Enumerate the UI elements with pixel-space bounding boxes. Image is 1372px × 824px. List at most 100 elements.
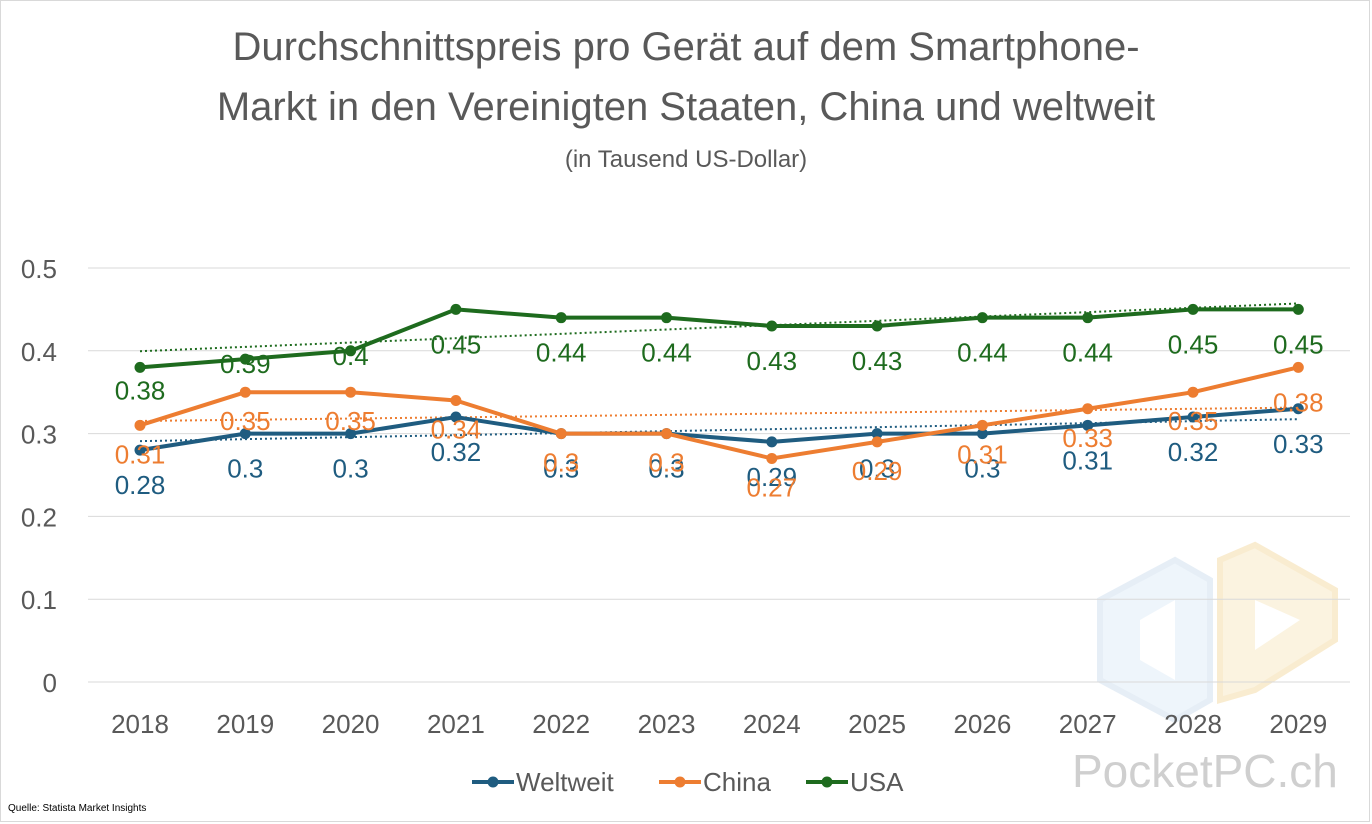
legend-label: USA — [850, 767, 904, 797]
data-label: 0.3 — [964, 454, 1000, 484]
data-label: 0.31 — [115, 439, 166, 469]
data-label: 0.43 — [852, 346, 903, 376]
data-point — [134, 361, 146, 373]
series-line-usa — [139, 307, 1299, 370]
data-label: 0.44 — [536, 338, 587, 368]
data-point — [239, 353, 251, 365]
data-point — [766, 436, 778, 448]
data-point — [1187, 303, 1199, 315]
data-point — [1187, 386, 1199, 398]
y-tick-label: 0.3 — [21, 420, 57, 450]
y-tick-label: 0.1 — [21, 585, 57, 615]
data-point — [450, 303, 462, 315]
data-label: 0.3 — [648, 448, 684, 478]
x-tick-label: 2023 — [638, 709, 696, 739]
legend-label: Weltweit — [516, 767, 615, 797]
data-point — [661, 312, 672, 324]
chart-title-line2: Markt in den Vereinigten Staaten, China … — [216, 85, 1156, 129]
x-tick-label: 2026 — [953, 709, 1011, 739]
data-label: 0.38 — [115, 375, 166, 405]
data-label: 0.38 — [1273, 387, 1324, 417]
data-point — [555, 312, 567, 324]
data-point — [450, 411, 462, 423]
data-label: 0.3 — [543, 454, 579, 484]
data-label: 0.33 — [1062, 423, 1113, 453]
data-label: 0.45 — [431, 329, 482, 359]
data-point — [1082, 403, 1094, 415]
data-label: 0.29 — [746, 462, 797, 492]
chart-title-line1: Durchschnittspreis pro Gerät auf dem Sma… — [232, 25, 1140, 69]
x-tick-label: 2021 — [427, 709, 485, 739]
data-point — [345, 428, 357, 440]
data-point — [1292, 403, 1304, 415]
data-label: 0.3 — [543, 448, 579, 478]
data-point — [345, 386, 357, 398]
legend-label: China — [703, 767, 771, 797]
trendline-usa — [139, 302, 1299, 353]
legend-marker — [674, 776, 686, 788]
data-point — [1082, 419, 1094, 431]
data-label: 0.4 — [333, 341, 369, 371]
data-label: 0.3 — [333, 454, 369, 484]
data-label: 0.33 — [1273, 429, 1324, 459]
x-tick-label: 2027 — [1059, 709, 1117, 739]
data-label: 0.32 — [431, 437, 482, 467]
x-tick-label: 2022 — [532, 709, 590, 739]
data-label: 0.35 — [325, 406, 376, 436]
x-tick-label: 2029 — [1269, 709, 1327, 739]
y-tick-label: 0.2 — [21, 502, 57, 532]
data-label: 0.39 — [220, 349, 271, 379]
data-label: 0.35 — [220, 406, 271, 436]
x-tick-label: 2018 — [111, 709, 169, 739]
x-tick-label: 2025 — [848, 709, 906, 739]
data-label: 0.31 — [1062, 445, 1113, 475]
data-point — [1082, 312, 1094, 324]
legend-marker — [821, 776, 833, 788]
legend-marker — [487, 776, 499, 788]
data-point — [871, 428, 883, 440]
watermark-text: PocketPC.ch — [1072, 745, 1338, 797]
y-tick-label: 0.5 — [21, 254, 57, 284]
data-label: 0.35 — [1168, 406, 1219, 436]
x-tick-label: 2028 — [1164, 709, 1222, 739]
data-point — [766, 320, 778, 332]
data-label: 0.31 — [957, 439, 1008, 469]
data-point — [555, 428, 567, 440]
data-label: 0.44 — [957, 338, 1008, 368]
data-point — [345, 345, 357, 357]
x-tick-label: 2019 — [216, 709, 274, 739]
data-label: 0.32 — [1168, 437, 1219, 467]
data-label: 0.44 — [641, 338, 692, 368]
data-point — [871, 436, 883, 448]
data-point — [134, 419, 146, 431]
data-point — [239, 428, 251, 440]
data-label: 0.45 — [1168, 329, 1219, 359]
data-point — [1187, 411, 1199, 423]
data-point — [976, 312, 988, 324]
x-tick-label: 2024 — [743, 709, 801, 739]
data-point — [661, 428, 672, 440]
chart-subtitle: (in Tausend US-Dollar) — [564, 146, 808, 173]
series-line-weltweit — [139, 406, 1299, 453]
data-label: 0.29 — [852, 456, 903, 486]
watermark-logo-icon — [1097, 541, 1338, 724]
data-point — [976, 428, 988, 440]
series-line-china — [139, 365, 1299, 461]
trendline-china — [139, 406, 1299, 422]
y-tick-label: 0.4 — [21, 337, 57, 367]
y-tick-label: 0 — [43, 668, 57, 698]
data-label: 0.3 — [859, 454, 895, 484]
x-tick-label: 2020 — [322, 709, 380, 739]
data-label: 0.3 — [227, 454, 263, 484]
data-label: 0.27 — [746, 472, 797, 502]
data-label: 0.28 — [115, 470, 166, 500]
data-label: 0.34 — [431, 414, 482, 444]
source-note: Quelle: Statista Market Insights — [8, 803, 147, 814]
data-label: 0.45 — [1273, 329, 1324, 359]
data-point — [450, 394, 462, 406]
data-point — [134, 444, 146, 456]
data-point — [871, 320, 883, 332]
data-point — [1292, 361, 1304, 373]
